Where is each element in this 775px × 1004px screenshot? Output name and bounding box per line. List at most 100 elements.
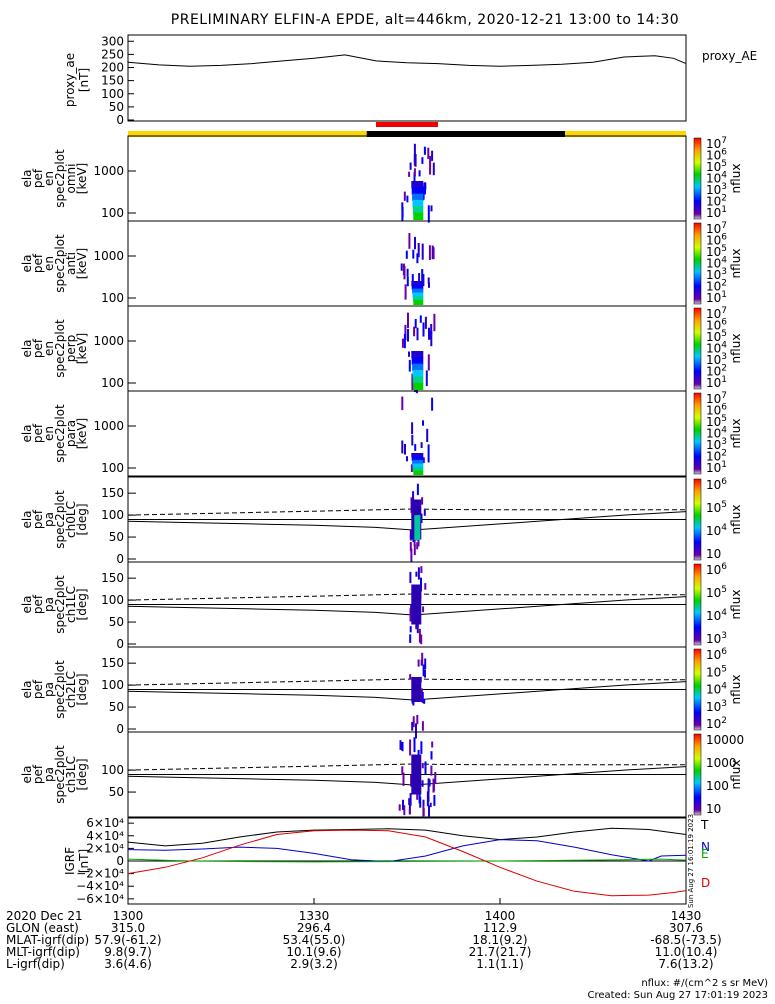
spectrogram-pixel (401, 209, 404, 221)
spectrogram-pixel (408, 351, 410, 357)
spectrogram-pixel (430, 751, 433, 760)
spectrogram-pixel (407, 312, 409, 328)
panel-ylabel: spec2plot (53, 575, 67, 634)
xaxis-cell: 307.6 (669, 921, 703, 935)
xaxis-cell: 57.9(-61.2) (94, 933, 161, 947)
spectrogram-pixel (415, 571, 418, 577)
colorbar-tick-label: 10 (706, 547, 721, 561)
spectrogram-pixel (431, 150, 434, 161)
spectrogram-pixel (400, 263, 403, 271)
spectrogram-pixel (427, 791, 430, 802)
spectrogram-pixel (419, 796, 422, 808)
panel-ylabel: ela (20, 339, 34, 357)
spectrogram-pixel (416, 623, 419, 634)
spectrogram-pixel (410, 604, 413, 610)
spectrogram-core (412, 193, 424, 201)
panel-ylabel: ela (20, 765, 34, 783)
xaxis-cell: 1330 (299, 909, 330, 923)
ae-panel-frame (127, 34, 687, 122)
spectrogram-pixel (404, 324, 407, 341)
panel-ytick-label: 1000 (93, 249, 124, 263)
panel-ylabel: pa (42, 512, 56, 527)
spectrogram-pixel (417, 659, 420, 667)
panel-ylabel: pef (31, 594, 45, 614)
ae-ylabel-1: proxy_ae (63, 53, 77, 107)
xaxis-cell: 53.4(55.0) (283, 933, 346, 947)
spectrogram-pixel (427, 354, 430, 371)
colorbar (693, 563, 702, 646)
xaxis-cell: 9.8(9.7) (104, 945, 152, 959)
day-bar-right (565, 131, 686, 137)
spectrogram-pixel (409, 626, 412, 633)
colorbar-label: nflux (729, 334, 743, 364)
spectrogram-pixel (412, 716, 415, 728)
panel-ylabel: spec2plot (53, 404, 67, 463)
panel-ylabel: [deg] (75, 759, 89, 791)
panel-ylabel: ela (20, 424, 34, 442)
spectrogram-pixel (416, 715, 419, 725)
igrf-T-line (127, 827, 687, 847)
panel-ytick-label: 50 (109, 700, 124, 714)
igrf-ytick-label: −2×10⁴ (76, 867, 124, 881)
spectrogram-pixel (409, 634, 412, 643)
spectrogram-pixel (417, 535, 420, 547)
ae-ytick-label: 300 (101, 34, 124, 48)
spectrogram-pixel (424, 316, 427, 329)
spectrogram-core (413, 382, 424, 390)
spectrogram-pixel (417, 243, 420, 258)
xaxis-cell: 2.9(3.2) (290, 957, 338, 971)
spectrogram-pixel (432, 778, 435, 793)
colorbar (693, 733, 702, 816)
spectrogram-pixel (401, 202, 404, 210)
colorbar-label: nflux (729, 590, 743, 620)
spectrogram-pixel (403, 266, 406, 280)
spectrogram-core (411, 181, 424, 189)
panel-frame (127, 220, 687, 307)
xaxis-cell: 1.1(1.1) (476, 957, 524, 971)
xaxis-cell: 1300 (113, 909, 144, 923)
xaxis-cell: 7.6(13.2) (658, 957, 713, 971)
spectrogram-pixel (406, 456, 408, 462)
spectrogram-pixel (405, 250, 408, 259)
colorbar-tick-label: 106 (706, 477, 727, 492)
spectrogram-pixel (428, 245, 431, 260)
panel-ylabel: pef (31, 509, 45, 529)
spectrogram-pixel (421, 652, 424, 665)
spectrogram-pixel (399, 740, 402, 750)
panel-ylabel: en (42, 426, 56, 441)
spectrogram-pixel (428, 805, 430, 817)
panel-ylabel: en (42, 341, 56, 356)
colorbar-label: nflux (729, 249, 743, 279)
spectrogram-pixel (409, 571, 412, 584)
colorbar-label: nflux (729, 675, 743, 705)
spectrogram-pixel (416, 542, 419, 550)
day-night-bar (128, 131, 686, 137)
xaxis-row-label: GLON (east) (6, 921, 79, 935)
xaxis-cell: -68.5(-73.5) (650, 933, 721, 947)
spectrogram-pixel (412, 537, 415, 543)
panel-ylabel: pa (42, 597, 56, 612)
panel-ylabel: pef (31, 423, 45, 443)
colorbar-tick-label: 105 (706, 500, 727, 515)
spectrogram-pixel (427, 147, 430, 159)
panel-ytick-label: 100 (101, 593, 124, 607)
igrf-ytick-label: −6×10⁴ (76, 892, 124, 906)
panel-ytick-label: 100 (101, 376, 124, 390)
panel-ylabel: pa (42, 767, 56, 782)
spectrogram-pixel (421, 692, 424, 703)
igrf-ytick-label: 4×10⁴ (86, 829, 124, 843)
spectrogram-core (411, 187, 424, 195)
spectrogram-core (411, 284, 424, 290)
spectrogram-pixel (414, 444, 417, 451)
spectrogram-core (412, 463, 424, 468)
xaxis-cell: 3.6(4.6) (104, 957, 152, 971)
panel-ytick-label: 0 (116, 552, 124, 566)
spectrogram-core (412, 376, 424, 384)
igrf-legend-T: T (700, 818, 709, 832)
spectrogram-pixel (427, 205, 430, 223)
colorbar-tick-label: 105 (706, 664, 727, 679)
